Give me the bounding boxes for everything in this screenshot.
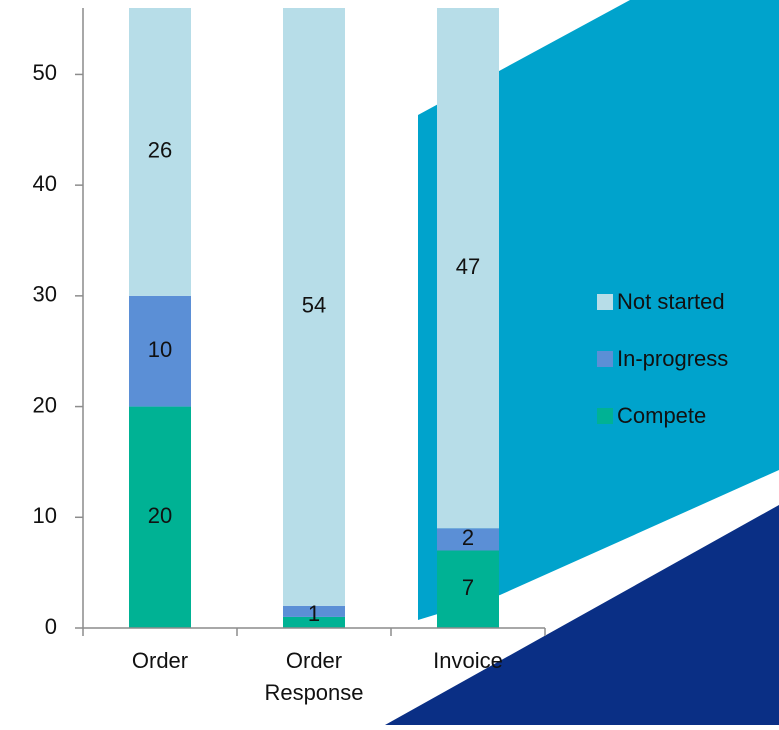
legend-label-in-progress: In-progress <box>617 346 728 371</box>
bar-invoice-in-progress <box>437 528 499 551</box>
data-label-invoice-compete: 7 <box>462 575 474 600</box>
bar-invoice-compete <box>437 550 499 628</box>
data-label-invoice-in-progress: 2 <box>462 525 474 550</box>
legend-swatch-compete <box>597 408 613 424</box>
x-tick-label-order-response-line2: Response <box>264 680 363 705</box>
legend-swatch-not-started <box>597 294 613 310</box>
data-label-order-response-not-started: 54 <box>302 293 326 318</box>
bar-order-response-not-started <box>283 8 345 606</box>
legend-label-compete: Compete <box>617 403 706 428</box>
x-tick-label-order: Order <box>132 648 188 673</box>
data-labels-group: 20 10 26 1 54 7 2 47 <box>148 138 480 626</box>
x-tick-label-invoice: Invoice <box>433 648 503 673</box>
bar-invoice-not-started <box>437 8 499 529</box>
data-label-order-not-started: 26 <box>148 138 172 163</box>
bar-order-compete <box>129 406 191 628</box>
bars-group <box>129 8 499 628</box>
legend-swatch-in-progress <box>597 351 613 367</box>
navy-background-panel <box>385 505 779 725</box>
y-tick-label-0: 0 <box>45 614 57 639</box>
y-tick-label-10: 10 <box>33 503 57 528</box>
legend: Not started In-progress Compete <box>597 289 728 428</box>
y-tick-label-20: 20 <box>33 392 57 417</box>
bar-order-not-started <box>129 8 191 296</box>
data-label-order-compete: 20 <box>148 503 172 528</box>
bar-order-response-in-progress <box>283 605 345 617</box>
data-label-order-in-progress: 10 <box>148 337 172 362</box>
y-tick-label-40: 40 <box>33 171 57 196</box>
y-tick-label-30: 30 <box>33 282 57 307</box>
y-ticks-group: 0 10 20 30 40 50 <box>33 60 83 639</box>
x-ticks-group: Order Order Response Invoice <box>82 628 546 705</box>
y-tick-label-50: 50 <box>33 60 57 85</box>
bar-order-response-compete <box>283 616 345 628</box>
bar-order-in-progress <box>129 295 191 407</box>
legend-label-not-started: Not started <box>617 289 725 314</box>
axes-group <box>82 8 545 629</box>
x-tick-label-order-response: Order <box>286 648 342 673</box>
data-label-order-response-in-progress: 1 <box>308 601 320 626</box>
data-label-invoice-not-started: 47 <box>456 254 480 279</box>
